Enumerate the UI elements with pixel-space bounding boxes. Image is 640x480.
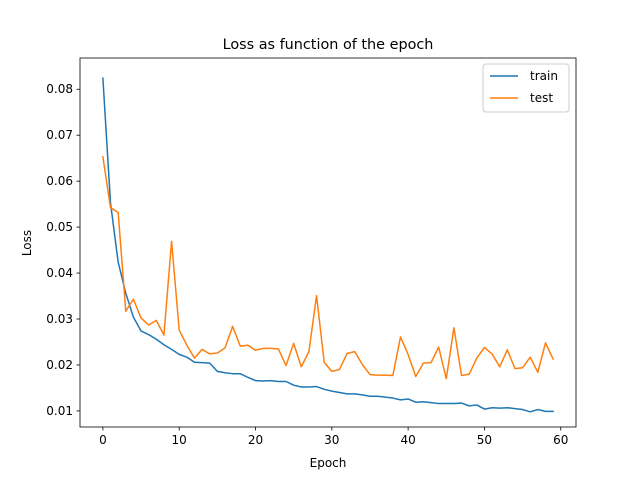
x-tick-label: 60: [553, 433, 568, 447]
series-line-train: [102, 77, 554, 413]
x-tick-label: 50: [477, 433, 492, 447]
y-tick-label: 0.02: [46, 358, 73, 372]
x-tick-label: 0: [99, 433, 107, 447]
series-line-test: [102, 155, 555, 380]
x-axis-ticks: 0 10 20 30 40 50 60: [99, 427, 568, 447]
plot-area-frame: [79, 57, 577, 428]
y-tick-label: 0.07: [46, 128, 73, 142]
legend-label-train: train: [530, 69, 558, 83]
series-layer: [102, 77, 555, 413]
y-tick-label: 0.03: [46, 312, 73, 326]
y-tick-label: 0.06: [46, 174, 73, 188]
y-tick-label: 0.04: [46, 266, 73, 280]
y-axis-label: Loss: [20, 230, 34, 256]
x-tick-label: 30: [324, 433, 339, 447]
y-tick-label: 0.08: [46, 82, 73, 96]
x-tick-label: 40: [400, 433, 415, 447]
x-tick-label: 10: [172, 433, 187, 447]
y-axis-ticks: 0.01 0.02 0.03 0.04 0.05 0.06 0.07 0.08: [46, 82, 80, 418]
x-tick-label: 20: [248, 433, 263, 447]
legend-label-test: test: [530, 91, 553, 105]
legend: train test: [482, 63, 570, 113]
x-axis-label: Epoch: [310, 456, 347, 470]
y-tick-label: 0.01: [46, 404, 73, 418]
y-tick-label: 0.05: [46, 220, 73, 234]
chart-title: Loss as function of the epoch: [223, 37, 434, 53]
